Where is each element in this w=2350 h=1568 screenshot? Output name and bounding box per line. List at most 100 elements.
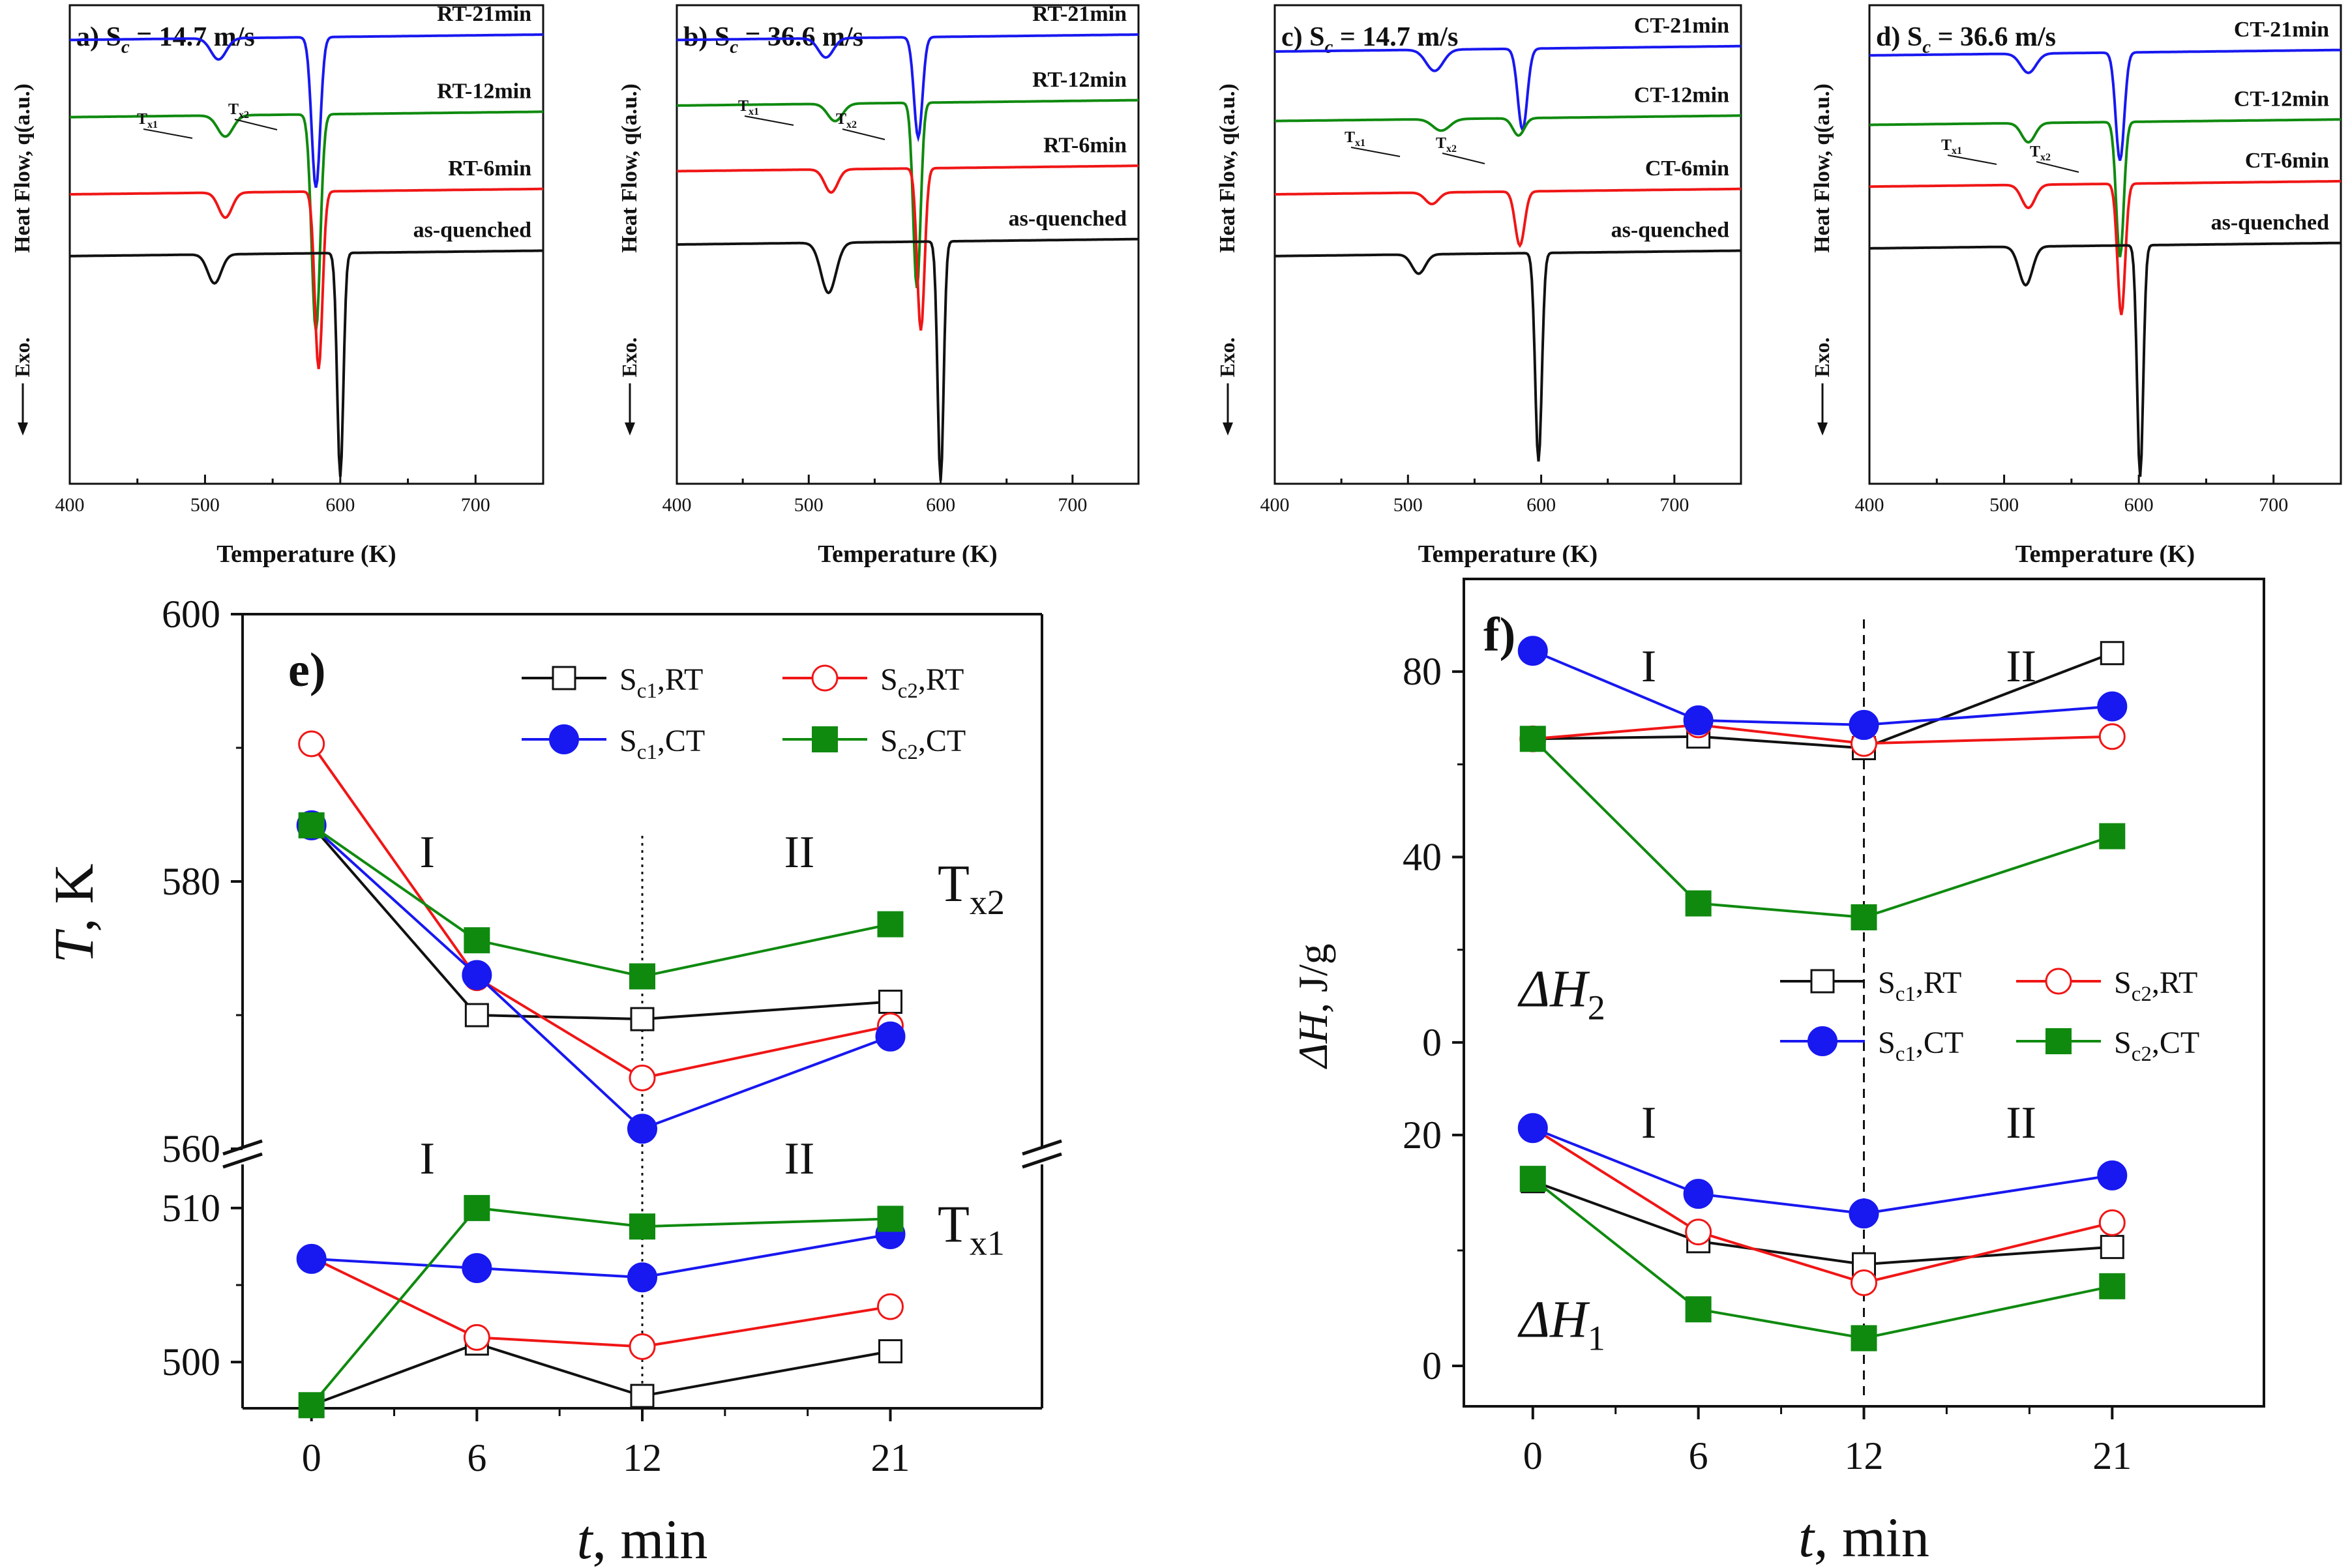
series-line xyxy=(1532,651,2113,750)
tx1-label: Tx1 xyxy=(738,98,759,117)
curve-label: CT-12min xyxy=(1634,83,1729,107)
tx2-label: Tx2 xyxy=(228,101,249,121)
data-point xyxy=(1683,705,1714,735)
tx2-label-part: T xyxy=(1436,135,1446,152)
x-axis-label-part: t xyxy=(577,1508,594,1568)
data-point xyxy=(2100,1235,2124,1260)
data-point xyxy=(629,1064,656,1091)
data-point xyxy=(2097,691,2128,722)
panel-title: a) Sc = 14.7 m/s xyxy=(76,22,255,57)
y-tick-label: 20 xyxy=(1403,1114,1442,1157)
panel-letter: f) xyxy=(1483,608,1515,662)
tx2-label-part: T xyxy=(228,101,239,118)
panel-letter: e) xyxy=(288,643,326,697)
curve-label: CT-21min xyxy=(1634,14,1729,38)
x-tick-label: 12 xyxy=(1845,1434,1884,1477)
series-annotation: Tx2 xyxy=(938,855,1005,922)
tx2-label-part: x2 xyxy=(846,119,857,130)
tx2-label-part: x2 xyxy=(2040,152,2051,163)
curve-label: as-quenched xyxy=(1009,207,1127,231)
data-point xyxy=(1851,904,1877,930)
legend-label-part: ,CT xyxy=(918,724,966,758)
dsc-curve xyxy=(69,249,543,477)
tx1-label: Tx1 xyxy=(137,111,158,130)
data-point xyxy=(1519,1166,1546,1192)
exo-label: Exo. xyxy=(617,337,641,377)
exo-arrow-head xyxy=(18,422,28,436)
tx2-label: Tx2 xyxy=(1436,135,1457,155)
curve-label: RT-6min xyxy=(448,156,531,181)
dsc-panel-d: 400 500 600 700 Temperature (K) Heat Flow, q(… xyxy=(1810,4,2342,568)
panel-title-part: = 36.6 m/s xyxy=(738,22,863,52)
x-axis-label-part: , min xyxy=(1814,1506,1929,1568)
legend-label-part: S xyxy=(619,662,637,697)
data-point xyxy=(552,666,576,690)
y-tick-label: 600 xyxy=(162,593,220,636)
x-tick-label: 500 xyxy=(794,494,824,516)
tx1-marker xyxy=(143,128,193,139)
data-point xyxy=(812,726,838,752)
tx1-marker xyxy=(1350,147,1401,157)
y-tick-label: 40 xyxy=(1403,836,1442,879)
data-point xyxy=(1685,1296,1712,1323)
y-axis-label-part: T xyxy=(42,928,105,963)
legend-label: Sc2,RT xyxy=(880,662,964,703)
axis-break-mark xyxy=(1022,1152,1062,1169)
dsc-curve xyxy=(1869,48,2341,161)
data-point xyxy=(464,927,490,954)
legend-label-part: ,CT xyxy=(2152,1026,2199,1060)
series-line xyxy=(310,824,891,978)
data-point xyxy=(464,1003,489,1028)
curve-label: CT-6min xyxy=(1645,156,1729,181)
curve-label: RT-12min xyxy=(1032,68,1127,92)
exo-arrow-head xyxy=(625,422,635,436)
tx1-label-part: T xyxy=(137,111,147,128)
x-tick-label: 21 xyxy=(2092,1434,2132,1477)
panel-title: d) Sc = 36.6 m/s xyxy=(1876,22,2056,57)
region-label: I xyxy=(420,827,435,878)
panel-title-part: c xyxy=(1325,37,1333,57)
series-line xyxy=(310,743,891,1080)
legend-label-part: c1 xyxy=(637,679,657,703)
y-tick-label: 0 xyxy=(1422,1344,1442,1387)
curve-label: CT-21min xyxy=(2234,18,2329,42)
data-point xyxy=(627,1262,657,1293)
exo-arrow-head xyxy=(1817,422,1828,436)
dsc-curve xyxy=(70,33,543,188)
data-point xyxy=(878,990,902,1014)
y-axis-label-part: , J/g xyxy=(1290,943,1336,1013)
dsc-curve xyxy=(1275,114,1741,138)
series-annotation-part: x2 xyxy=(970,883,1005,922)
x-axis-label: Temperature (K) xyxy=(818,540,997,568)
panel-title-part: c xyxy=(121,37,130,57)
region-label: I xyxy=(420,1134,435,1184)
data-point xyxy=(1810,969,1835,994)
x-tick-label: 600 xyxy=(1526,494,1556,516)
series-annotation-part: ΔH xyxy=(1517,1292,1590,1349)
region-label: II xyxy=(2006,1098,2036,1148)
x-tick-label: 0 xyxy=(1523,1434,1543,1477)
legend-label-part: c1 xyxy=(637,741,657,764)
dsc-curve xyxy=(1274,249,1741,462)
tx2-marker xyxy=(234,119,278,130)
series-line xyxy=(311,1233,891,1279)
dsc-panel-c: 400 500 600 700 Temperature (K) Heat Flow, q(… xyxy=(1215,4,1742,568)
legend-label-part: S xyxy=(2114,1026,2132,1060)
data-point xyxy=(1517,636,1548,666)
data-point xyxy=(1517,1113,1548,1144)
data-point xyxy=(549,724,579,754)
legend-label-part: S xyxy=(880,724,898,758)
x-axis-label: Temperature (K) xyxy=(1418,540,1598,568)
legend-label-part: c1 xyxy=(1896,1043,1916,1066)
data-point xyxy=(627,1114,657,1144)
data-point xyxy=(2045,968,2072,995)
y-axis-label: Heat Flow, q(a.u.) xyxy=(10,83,35,253)
data-point xyxy=(462,960,492,990)
x-tick-label: 700 xyxy=(461,494,490,516)
y-tick-label: 580 xyxy=(162,860,220,903)
x-tick-label: 12 xyxy=(623,1436,662,1479)
curve-label: CT-6min xyxy=(2245,149,2329,173)
panel-title: b) Sc = 36.6 m/s xyxy=(683,22,863,57)
